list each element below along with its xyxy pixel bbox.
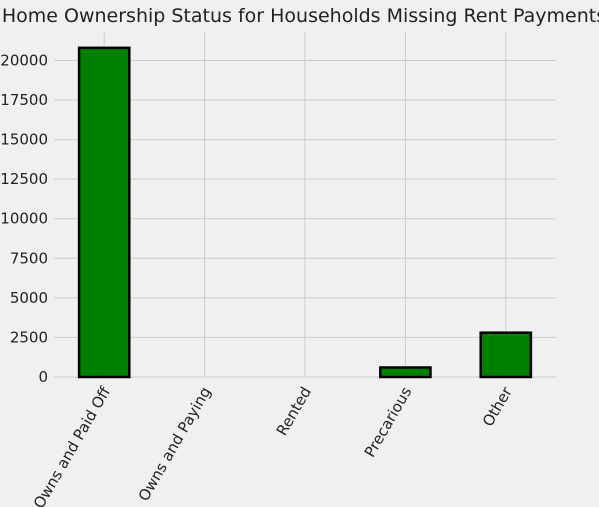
y-tick-label: 0 [38, 368, 48, 386]
y-tick-label: 7500 [10, 249, 48, 267]
y-tick-label: 20000 [0, 51, 48, 69]
bar-other [479, 331, 533, 379]
x-tick-label: Owns and Paying [135, 384, 215, 505]
x-axis-ticks: Owns and Paid Off Owns and Paying Rented Pr… [30, 383, 516, 507]
x-tick-label: Precarious [361, 384, 416, 461]
y-axis-ticks: 0 2500 5000 7500 10000 12500 15000 17500 20000 [0, 51, 48, 386]
x-tick-label: Other [479, 383, 516, 430]
y-tick-label: 2500 [10, 328, 48, 346]
bars [77, 46, 533, 379]
y-tick-label: 15000 [0, 131, 48, 149]
y-tick-label: 12500 [0, 170, 48, 188]
bar-owns-and-paid-off [77, 46, 131, 379]
grid [54, 32, 556, 378]
y-tick-label: 10000 [0, 210, 48, 228]
chart-title: Home Ownership Status for Households Mis… [2, 5, 599, 27]
bar-precarious [379, 366, 432, 379]
y-tick-label: 5000 [10, 289, 48, 307]
x-tick-label: Owns and Paid Off [30, 383, 115, 507]
x-tick-label: Rented [273, 384, 315, 439]
y-tick-label: 17500 [0, 91, 48, 109]
